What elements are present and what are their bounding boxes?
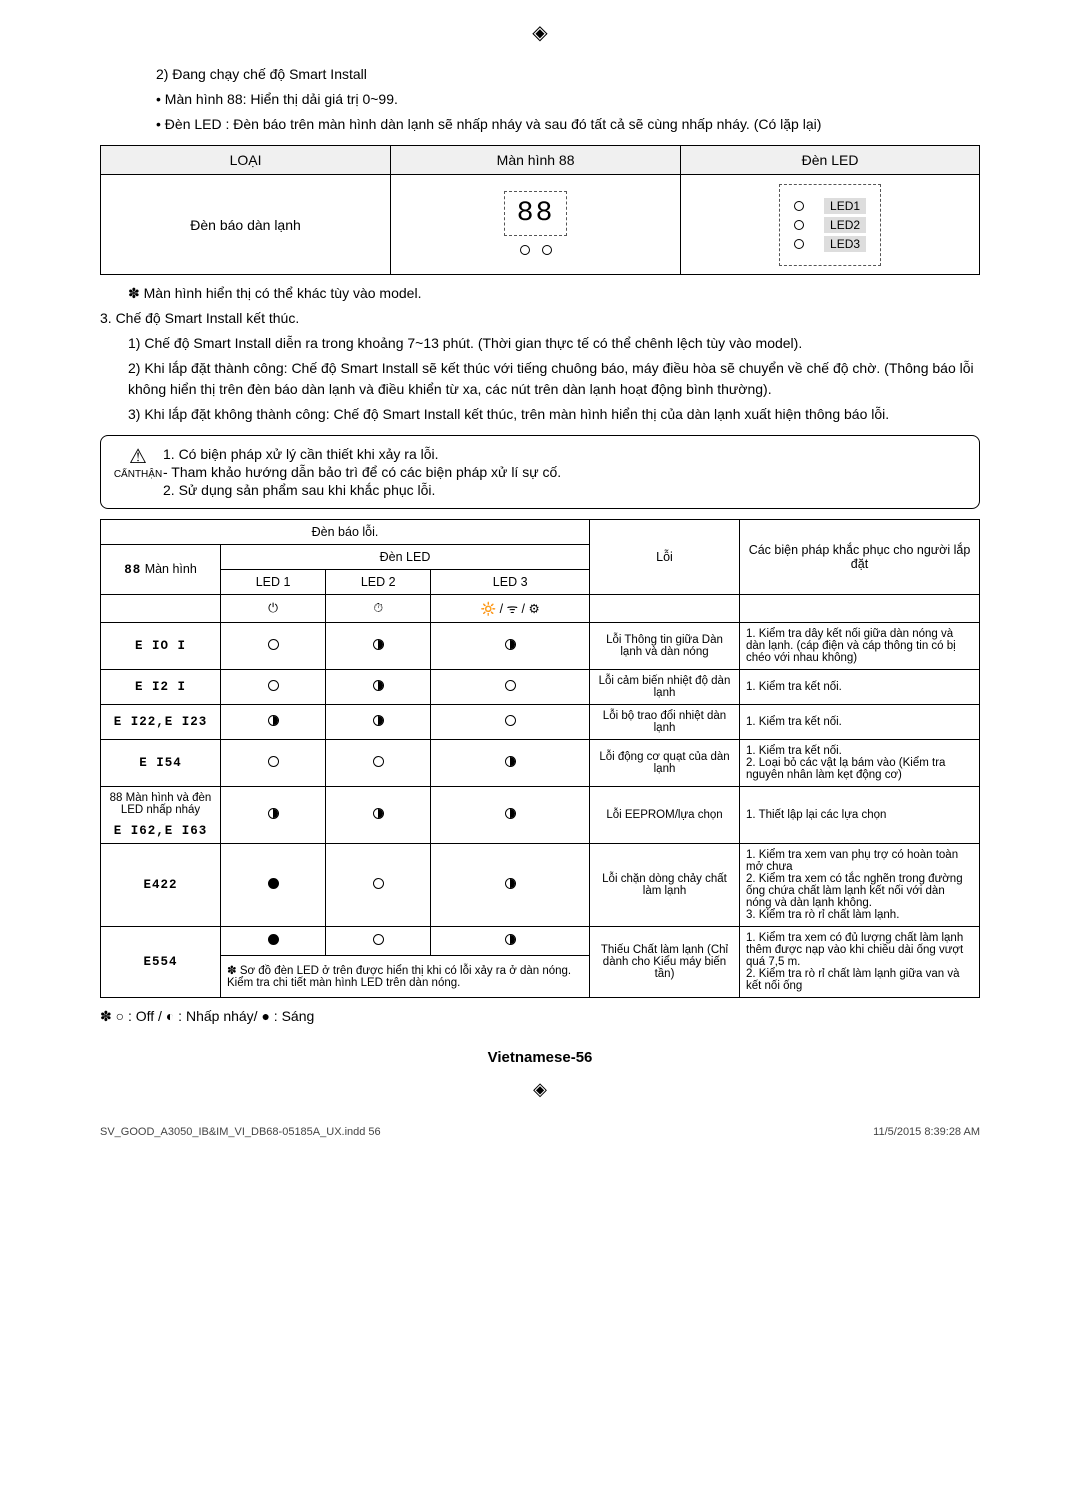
th-error: Lỗi [590, 520, 740, 595]
segment-88: 88 [517, 198, 555, 229]
wifi-icon: 🔆 / ᯤ / ⚙ [431, 595, 590, 623]
intro-item2: 2) Đang chạy chế độ Smart Install [100, 64, 980, 85]
led1-label: LED1 [824, 198, 866, 214]
timer-icon: ⏱ [326, 595, 431, 623]
err-desc: Lỗi động cơ quạt của dàn lạnh [590, 740, 740, 787]
err-action: 1. Thiết lập lại các lựa chọn [740, 787, 980, 844]
caution-icon: ⚠ CẨNTHẬN [113, 444, 163, 500]
err-code: E I2 I [101, 670, 221, 705]
step3-p3: 3) Khi lắp đặt không thành công: Chế độ … [100, 404, 980, 425]
led2-label: LED2 [824, 217, 866, 233]
led-c2 [326, 670, 431, 705]
err-action: 1. Kiểm tra kết nối. [740, 705, 980, 740]
th-error-lamp: Đèn báo lỗi. [101, 520, 590, 545]
led-c1 [221, 740, 326, 787]
err-code: E IO I [101, 623, 221, 670]
page-footer: Vietnamese-56 [100, 1049, 980, 1066]
row-label: Đèn báo dàn lạnh [101, 175, 391, 275]
legend: ✽ ○ : Off / ◐ : Nhấp nháy/ ● : Sáng [100, 1008, 980, 1025]
doc-footer: SV_GOOD_A3050_IB&IM_VI_DB68-05185A_UX.in… [100, 1126, 980, 1138]
registration-mark: ◈ [532, 20, 547, 45]
power-icon: ⏻ [221, 595, 326, 623]
th-led2: LED 2 [326, 570, 431, 595]
err-code: 88 Màn hình và đèn LED nhấp nháyE I62,E … [101, 787, 221, 844]
caution-box: ⚠ CẨNTHẬN 1. Có biện pháp xử lý cần thiế… [100, 435, 980, 509]
err-action: 1. Kiểm tra dây kết nối giữa dàn nóng và… [740, 623, 980, 670]
led-c2 [326, 844, 431, 927]
led-c2 [326, 927, 431, 956]
display88-cell: 88 [391, 175, 681, 275]
err-action: 1. Kiểm tra kết nối. [740, 670, 980, 705]
err-desc: Lỗi chặn dòng chảy chất làm lạnh [590, 844, 740, 927]
led3-label: LED3 [824, 236, 866, 252]
led-c1 [221, 623, 326, 670]
led-c3 [431, 670, 590, 705]
led-c3 [431, 844, 590, 927]
err-desc: Thiếu Chất làm lạnh (Chỉ dành cho Kiểu m… [590, 927, 740, 998]
led-c1 [221, 705, 326, 740]
err-code: E I22,E I23 [101, 705, 221, 740]
doc-ts: 11/5/2015 8:39:28 AM [873, 1126, 980, 1138]
led-c3 [431, 705, 590, 740]
led-c1 [221, 787, 326, 844]
led-cell: LED1 LED2 LED3 [681, 175, 980, 275]
th-action: Các biện pháp khắc phục cho người lắp đặ… [740, 520, 980, 595]
type-table: LOẠI Màn hình 88 Đèn LED Đèn báo dàn lạn… [100, 145, 980, 275]
err-desc: Lỗi bộ trao đổi nhiệt dàn lạnh [590, 705, 740, 740]
intro-bullet2: • Đèn LED : Đèn báo trên màn hình dàn lạ… [100, 114, 980, 135]
err-desc: Lỗi cảm biến nhiệt độ dàn lạnh [590, 670, 740, 705]
led-c2 [326, 740, 431, 787]
th-led1: LED 1 [221, 570, 326, 595]
led-c2 [326, 705, 431, 740]
error-table: Đèn báo lỗi. Lỗi Các biện pháp khắc phục… [100, 519, 980, 998]
caution-l2: - Tham khảo hướng dẫn bảo trì để có các … [163, 464, 561, 480]
step3-p2: 2) Khi lắp đặt thành công: Chế độ Smart … [100, 358, 980, 400]
led-c3 [431, 740, 590, 787]
caution-l3: 2. Sử dụng sản phẩm sau khi khắc phục lỗ… [163, 482, 561, 498]
th-type: LOẠI [101, 146, 391, 175]
led-c1 [221, 670, 326, 705]
led-c3 [431, 623, 590, 670]
th-disp: Màn hình 88 [391, 146, 681, 175]
led-c3 [431, 927, 590, 956]
err-code: E I54 [101, 740, 221, 787]
th-led: Đèn LED [681, 146, 980, 175]
err-desc: Lỗi Thông tin giữa Dàn lạnh và dàn nóng [590, 623, 740, 670]
led-c1 [221, 927, 326, 956]
intro-bullet1: • Màn hình 88: Hiển thị dải giá trị 0~99… [100, 89, 980, 110]
model-note: ✽ Màn hình hiển thị có thể khác tùy vào … [128, 285, 980, 302]
err-action: 1. Kiểm tra kết nối.2. Loại bỏ các vật l… [740, 740, 980, 787]
step3-title: 3. Chế độ Smart Install kết thúc. [100, 308, 980, 329]
err-code: E422 [101, 844, 221, 927]
led-c2 [326, 623, 431, 670]
err-note: ✽ Sơ đồ đèn LED ở trên được hiển thị khi… [221, 955, 590, 997]
icon-row-blank [101, 595, 221, 623]
th-led: Đèn LED [221, 545, 590, 570]
err-action: 1. Kiểm tra xem van phụ trợ có hoàn toàn… [740, 844, 980, 927]
caution-label: CẨNTHẬN [113, 469, 163, 480]
err-desc: Lỗi EEPROM/lựa chọn [590, 787, 740, 844]
th-led3: LED 3 [431, 570, 590, 595]
led-c2 [326, 787, 431, 844]
led-c3 [431, 787, 590, 844]
err-action: 1. Kiểm tra xem có đủ lượng chất làm lạn… [740, 927, 980, 998]
th-88: 88 Màn hình [101, 545, 221, 595]
step3-p1: 1) Chế độ Smart Install diễn ra trong kh… [100, 333, 980, 354]
led-c1 [221, 844, 326, 927]
registration-mark-bottom: ◈ [533, 1079, 547, 1100]
err-code: E554 [101, 927, 221, 998]
doc-file: SV_GOOD_A3050_IB&IM_VI_DB68-05185A_UX.in… [100, 1126, 381, 1138]
caution-l1: 1. Có biện pháp xử lý cần thiết khi xảy … [163, 446, 561, 462]
